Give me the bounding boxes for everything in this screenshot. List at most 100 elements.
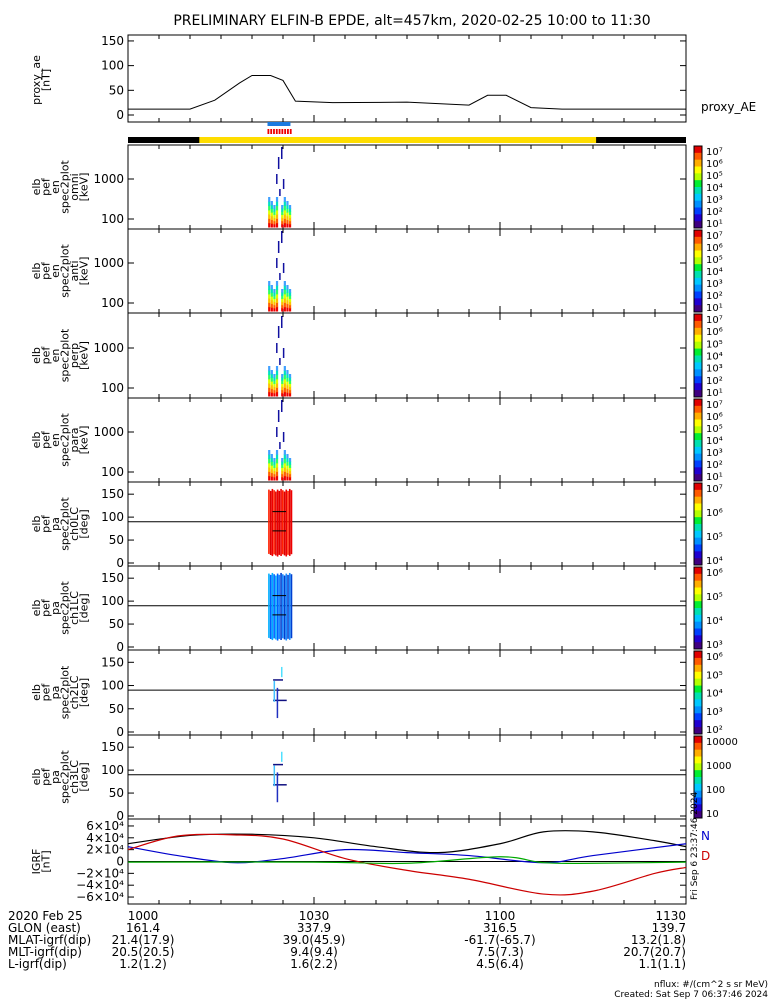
spec-perp-cell bbox=[275, 387, 279, 393]
pa-ch2-cb-label: 10⁵ bbox=[706, 670, 723, 681]
footer-row-value: 9.4(9.4) bbox=[290, 945, 338, 959]
spec-omni-ylabel-line: pef bbox=[40, 177, 53, 196]
spec-omni-ylabel-line: en bbox=[49, 180, 62, 194]
collection-marker-red bbox=[289, 129, 292, 134]
spec-para-cell bbox=[283, 475, 286, 481]
spec-omni-cell bbox=[281, 205, 284, 209]
pa-ch1-ylabel-line: elb bbox=[30, 600, 43, 617]
pa-ch3-cb-swatch bbox=[694, 749, 702, 757]
spec-anti-cell bbox=[283, 298, 286, 303]
proxy-ae-ytick-label: 100 bbox=[101, 59, 124, 73]
spec-perp-cell bbox=[283, 374, 286, 380]
spec-anti-cb-label: 10⁵ bbox=[706, 255, 723, 266]
pa-ch3-cb-swatch bbox=[694, 756, 702, 764]
plot-layer: 050100150proxy_ae[nT]proxy_AE1001000elbp… bbox=[8, 34, 768, 1000]
spec-omni-cell bbox=[281, 220, 284, 225]
igrf-ytick-label: 6×10⁴ bbox=[86, 819, 124, 833]
pa-ch1-cell bbox=[268, 573, 270, 638]
spec-omni-cell bbox=[281, 214, 284, 219]
pa-ch1-ylabel-line: ch1LC bbox=[68, 591, 81, 625]
spec-omni-cell bbox=[288, 220, 292, 225]
pa-ch0-cb-swatch bbox=[694, 496, 702, 504]
spec-para-cell bbox=[288, 461, 292, 465]
footer-row-value: 139.7 bbox=[652, 921, 686, 935]
spec-para-cell bbox=[270, 476, 273, 481]
pa-ch0-ytick-label: 0 bbox=[116, 556, 124, 570]
pa-ch0-cb-swatch bbox=[694, 483, 702, 491]
spec-anti-cell bbox=[281, 307, 284, 312]
pa-ch0-cb-swatch bbox=[694, 503, 702, 511]
spec-perp-cell bbox=[275, 366, 279, 371]
spec-omni-cell bbox=[286, 201, 289, 206]
proxy-ae-legend: proxy_AE bbox=[701, 100, 756, 114]
spec-anti-cb-swatch bbox=[694, 243, 702, 251]
spec-omni-ylabel-line: omni bbox=[68, 173, 81, 200]
pa-ch2-ylabel-line: ch2LC bbox=[68, 675, 81, 709]
pa-ch0-cell bbox=[275, 491, 277, 556]
pa-ch3-ylabel-line: [deg] bbox=[78, 762, 91, 791]
science-zone-bar bbox=[199, 137, 597, 143]
spec-perp-ylabel-line: [keV] bbox=[78, 341, 91, 370]
spec-perp-cell bbox=[288, 386, 292, 391]
pa-ch1-cell bbox=[276, 573, 279, 641]
spec-perp-cb-label: 10⁶ bbox=[706, 327, 723, 338]
pa-ch0-cell bbox=[282, 490, 284, 555]
footer-row-value: 161.4 bbox=[126, 921, 160, 935]
igrf-legend-n: N bbox=[701, 829, 710, 843]
igrf-ylabel-line: [nT] bbox=[40, 850, 53, 872]
spec-para-cell bbox=[286, 476, 289, 481]
spec-perp-ytick-label: 1000 bbox=[93, 341, 124, 355]
footer-row-value: 1.6(2.2) bbox=[290, 957, 338, 971]
pa-ch0-ylabel-line: pef bbox=[40, 514, 53, 533]
pa-ch1-cell bbox=[288, 572, 291, 640]
spec-omni-cell bbox=[273, 205, 276, 209]
pa-ch0-ylabel-line: ch0LC bbox=[68, 507, 81, 541]
spec-omni-ytick-label: 100 bbox=[101, 212, 124, 226]
spec-omni-cell bbox=[273, 211, 276, 215]
igrf-series-2 bbox=[127, 833, 687, 896]
spec-omni-cell bbox=[275, 214, 279, 219]
spec-para-cell bbox=[273, 476, 276, 481]
spec-perp-cb-swatch bbox=[694, 390, 702, 398]
spec-anti-cell bbox=[283, 285, 286, 291]
spec-para-ylabel-line: en bbox=[49, 433, 62, 447]
spec-para-cb-label: 10² bbox=[706, 460, 723, 471]
spec-anti-cell bbox=[268, 298, 271, 303]
spec-anti-cell bbox=[283, 281, 286, 286]
footer-row-value: 20.7(20.7) bbox=[623, 945, 686, 959]
pa-ch3-ylabel-line: elb bbox=[30, 769, 43, 786]
spec-perp-cell bbox=[270, 373, 273, 378]
pa-ch1-cb-swatch bbox=[694, 601, 702, 609]
spec-perp-cell bbox=[275, 370, 279, 376]
pa-ch1-cell bbox=[275, 575, 277, 640]
pa-ch0-cell bbox=[283, 491, 286, 556]
collection-marker-red bbox=[284, 129, 287, 134]
spec-anti-cb-swatch bbox=[694, 284, 702, 292]
collection-marker-red bbox=[275, 129, 278, 134]
spec-anti-cb-swatch bbox=[694, 305, 702, 313]
spec-omni-cell bbox=[286, 204, 289, 209]
spec-anti-ylabel-line: elb bbox=[30, 263, 43, 280]
pa-ch1-cb-swatch bbox=[694, 594, 702, 602]
spec-anti-cell bbox=[283, 293, 286, 299]
proxy-ae-ytick-label: 50 bbox=[109, 83, 124, 97]
spec-omni-cb-label: 10⁷ bbox=[706, 147, 723, 158]
spec-omni-cb-swatch bbox=[694, 159, 702, 167]
footer-row-label: GLON (east) bbox=[8, 921, 81, 935]
spec-omni-cell bbox=[281, 223, 284, 228]
spec-anti-cell bbox=[286, 292, 289, 297]
spec-para-cell bbox=[275, 467, 279, 472]
pa-ch1-cb-frame bbox=[693, 566, 703, 650]
collection-marker-red bbox=[273, 129, 275, 134]
spec-omni-cell bbox=[268, 214, 271, 219]
spec-omni-cell bbox=[286, 223, 289, 228]
pa-ch3-cb-swatch bbox=[694, 804, 702, 812]
spec-perp-cell bbox=[268, 383, 271, 388]
spec-omni-cell bbox=[273, 214, 276, 219]
spec-perp-cell bbox=[270, 381, 273, 386]
pa-ch3-cb-swatch bbox=[694, 811, 702, 819]
spec-perp-cell bbox=[268, 378, 271, 384]
pa-ch1-cell bbox=[290, 574, 293, 639]
pa-ch1-frame bbox=[127, 565, 687, 651]
pa-ch2-ytick-label: 0 bbox=[116, 725, 124, 739]
